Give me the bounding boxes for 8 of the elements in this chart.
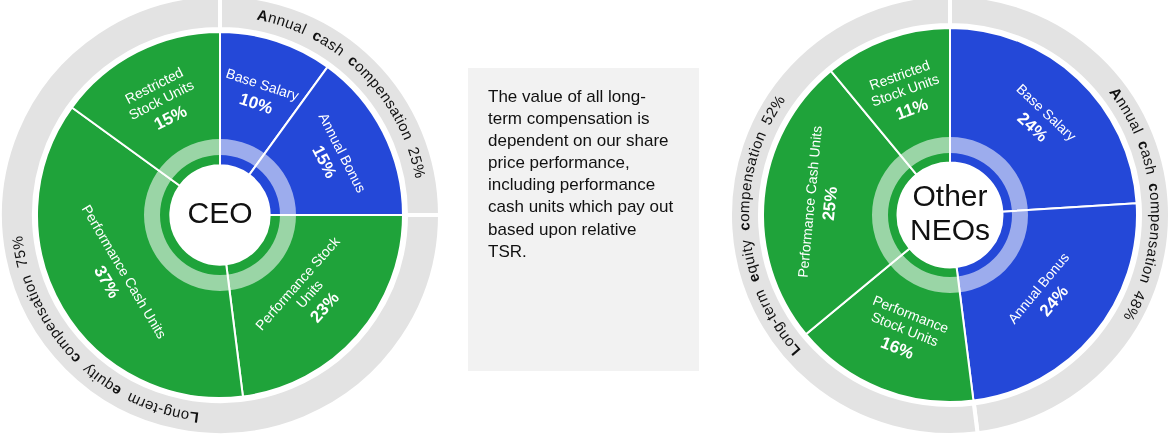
text: CEO — [187, 196, 253, 230]
data-label: 75% — [8, 235, 31, 270]
data-label: 25% — [818, 185, 842, 222]
data-label: 25% — [404, 144, 430, 180]
text: The value of all long-term compensation is dependent on our share price performance, including performance cash units which pay out based upon relative TSR. — [488, 86, 675, 263]
data-label: 52% — [757, 91, 789, 128]
text: Other NEOs — [909, 179, 991, 247]
data-label: 48% — [1120, 288, 1150, 324]
